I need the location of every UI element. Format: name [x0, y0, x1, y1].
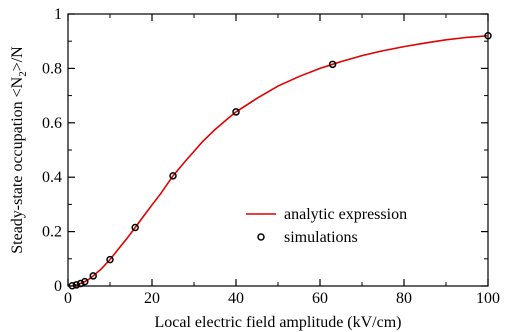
data-point-simulation	[72, 281, 81, 289]
legend-label-simulations: simulations	[284, 229, 358, 246]
data-point-simulation	[89, 272, 97, 280]
data-point-simulation	[328, 60, 337, 69]
series-points-simulations	[68, 32, 492, 290]
x-tick-label: 80	[396, 290, 412, 307]
x-axis-label: Local electric field amplitude (kV/cm)	[155, 314, 402, 331]
x-tick-label: 20	[144, 290, 160, 307]
tick-labels: 0 20 40 60 80 100 0 0.2 0.4 0.6 0.8 1	[42, 6, 500, 307]
data-point-simulation	[76, 279, 85, 288]
ticks	[67, 13, 489, 287]
x-tick-label: 40	[228, 290, 244, 307]
y-tick-label: 0.6	[42, 115, 62, 132]
data-point-simulation	[106, 255, 114, 264]
data-point-simulation	[81, 277, 89, 286]
y-tick-label: 0.4	[42, 169, 62, 186]
x-tick-label: 0	[64, 290, 72, 307]
y-axis-label: Steady-state occupation <N2>/N	[9, 46, 29, 254]
y-tick-label: 1	[54, 6, 62, 23]
data-point-simulation	[232, 108, 240, 116]
series-line-analytic	[72, 34, 489, 287]
data-point-simulation	[68, 281, 76, 290]
data-point-simulation	[169, 172, 177, 180]
y-axis-label-subscript: 2	[17, 71, 29, 77]
y-tick-label: 0.2	[42, 224, 62, 241]
data-point-simulation	[131, 223, 139, 232]
plot-frame	[67, 13, 489, 287]
legend-marker-swatch	[257, 233, 265, 241]
y-axis-label-end: >/N	[9, 46, 26, 71]
y-tick-label: 0	[54, 278, 62, 295]
legend: analytic expression simulations	[246, 206, 407, 246]
y-tick-label: 0.8	[42, 60, 62, 77]
y-axis-label-main: Steady-state occupation <N	[9, 76, 26, 253]
x-tick-label: 60	[312, 290, 328, 307]
x-tick-label: 100	[476, 290, 500, 307]
legend-label-analytic: analytic expression	[284, 206, 407, 223]
data-point-simulation	[484, 32, 492, 40]
